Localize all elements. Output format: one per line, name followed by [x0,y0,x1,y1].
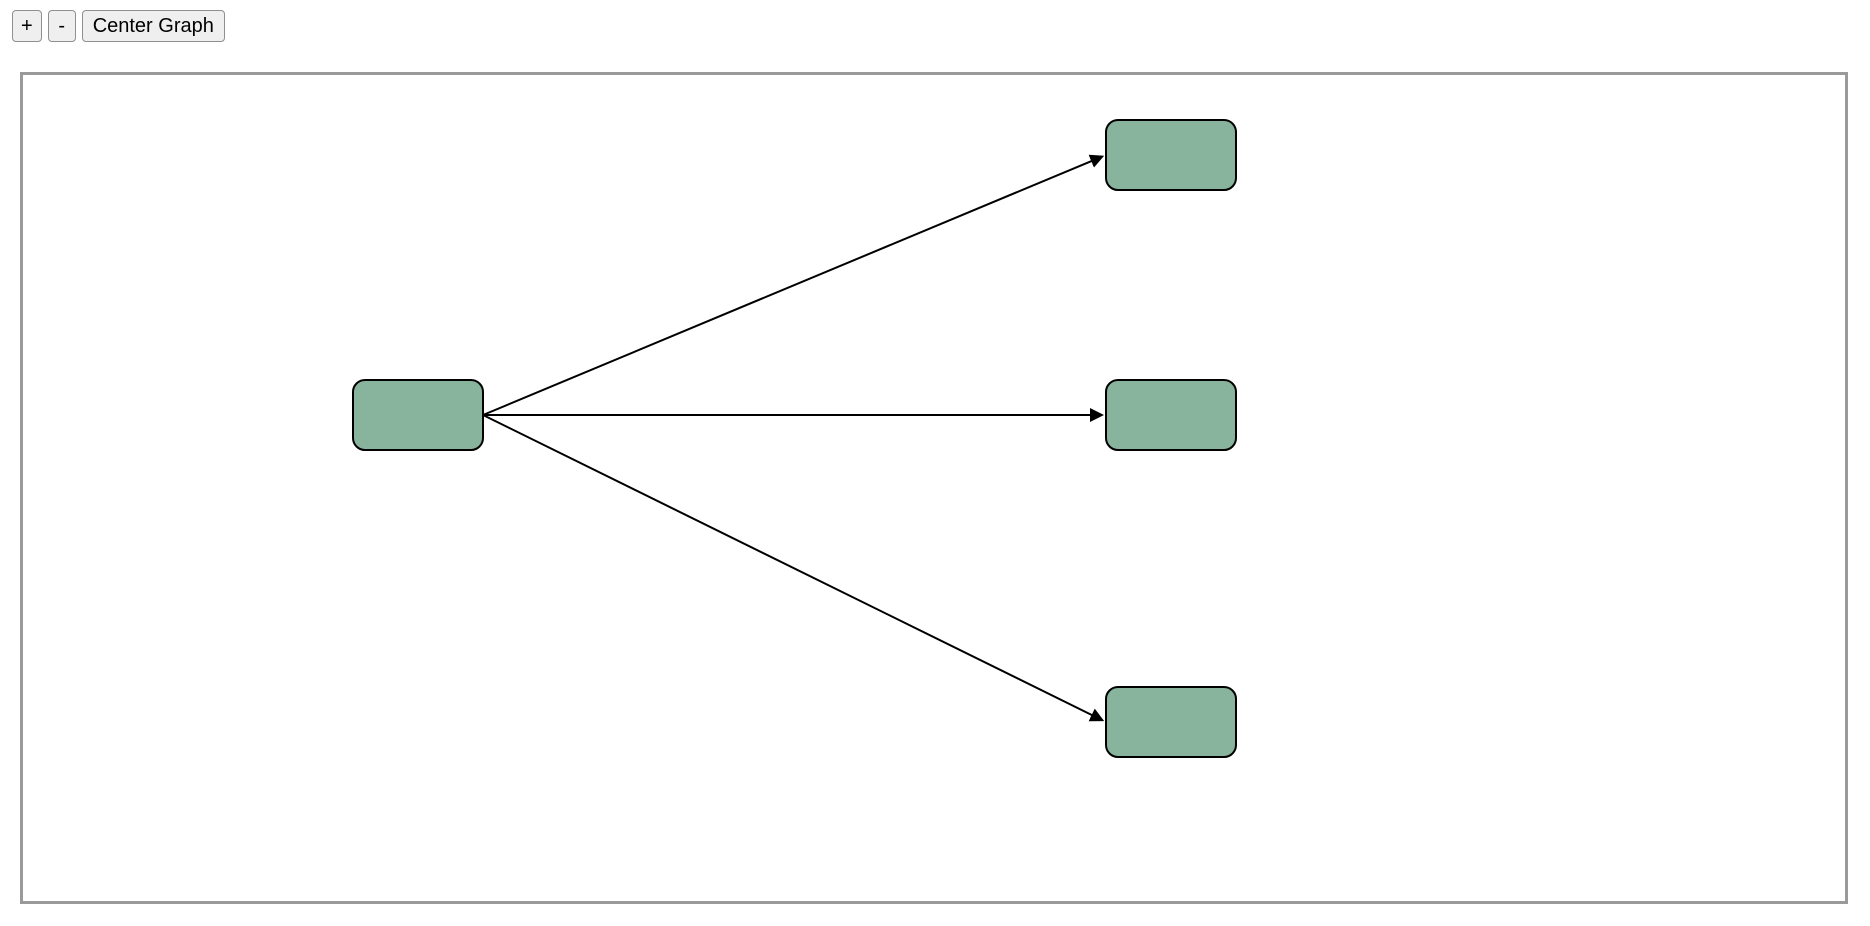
graph-edge [483,415,1102,720]
graph-svg [23,75,1851,907]
zoom-out-button[interactable]: - [48,10,76,42]
graph-node[interactable] [353,380,483,450]
graph-node[interactable] [1106,687,1236,757]
zoom-in-button[interactable]: + [12,10,42,42]
graph-node[interactable] [1106,380,1236,450]
center-graph-button[interactable]: Center Graph [82,10,225,42]
graph-canvas[interactable] [20,72,1848,904]
graph-node[interactable] [1106,120,1236,190]
toolbar: + - Center Graph [0,0,1870,42]
graph-edge [483,157,1102,415]
